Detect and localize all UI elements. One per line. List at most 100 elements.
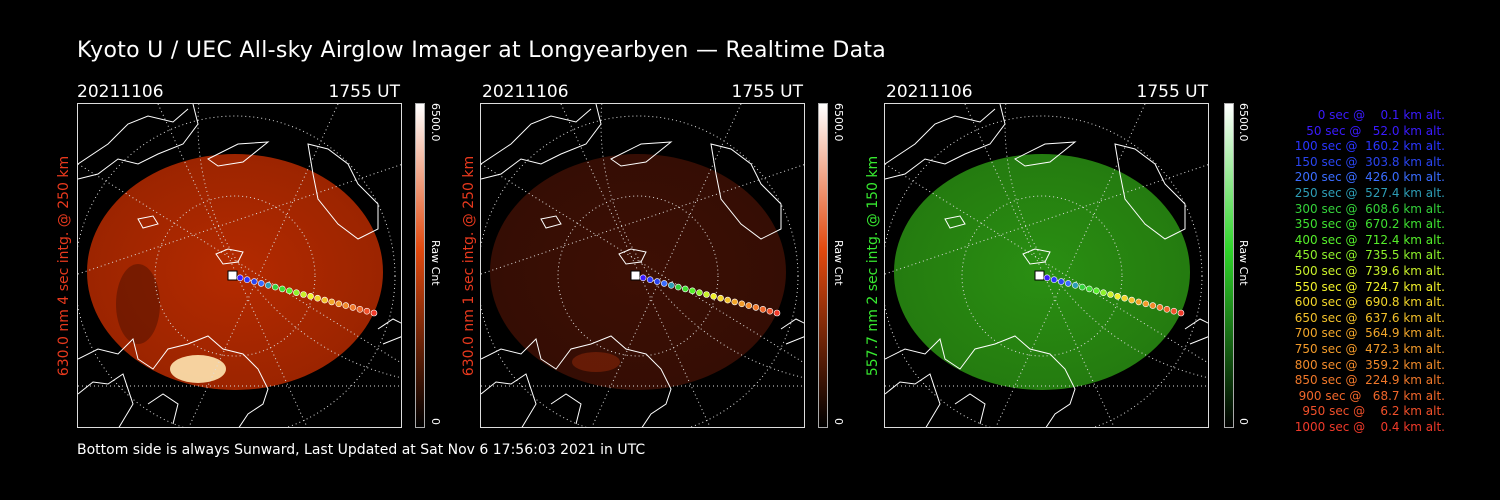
- panel-2-colorbar-min: 0: [832, 418, 845, 425]
- panel-2-time: 1755 UT: [731, 82, 804, 102]
- trajectory-point: [745, 302, 753, 309]
- panel-3-wavelength-label: 557.7 nm 2 sec intg. @ 150 km: [865, 155, 881, 377]
- legend-row: 550 sec @ 724.7 km alt.: [1294, 279, 1445, 294]
- panel-2-colorbar: [818, 103, 828, 428]
- legend-row: 0 sec @ 0.1 km alt.: [1317, 108, 1445, 122]
- trajectory-point: [1079, 283, 1086, 291]
- panel-3-date: 20211106: [886, 82, 973, 102]
- trajectory-point: [314, 294, 321, 302]
- trajectory-point: [300, 291, 307, 298]
- panel-2-colorbar-max: 6500.0: [832, 103, 845, 142]
- trajectory-legend: 0 sec @ 0.1 km alt. 50 sec @ 52.0 km alt.…: [1255, 108, 1445, 435]
- trajectory-point: [1086, 285, 1093, 293]
- station-marker: [630, 270, 641, 281]
- trajectory-point: [279, 285, 286, 293]
- legend-row: 450 sec @ 735.5 km alt.: [1294, 248, 1445, 263]
- trajectory-point: [349, 304, 357, 311]
- trajectory-point: [1156, 304, 1164, 311]
- aurora-bright-spot: [170, 355, 226, 383]
- page-title: Kyoto U / UEC All-sky Airglow Imager at …: [77, 38, 887, 63]
- trajectory-point: [243, 276, 251, 283]
- legend-row: 150 sec @ 303.8 km alt.: [1294, 154, 1445, 169]
- station-marker: [1034, 270, 1045, 281]
- trajectory-point: [363, 307, 371, 315]
- trajectory-point: [1128, 296, 1135, 304]
- trajectory-point: [1043, 274, 1051, 282]
- trajectory-point: [307, 293, 314, 300]
- trajectory-point: [1177, 309, 1185, 317]
- panel-1-colorbar-max: 6500.0: [429, 103, 442, 142]
- trajectory-point: [1170, 307, 1178, 315]
- legend-row: 850 sec @ 224.9 km alt.: [1294, 373, 1445, 388]
- trajectory-point: [717, 294, 724, 302]
- trajectory-point: [265, 282, 272, 289]
- panel-1-time: 1755 UT: [328, 82, 401, 102]
- trajectory-point: [1121, 294, 1128, 302]
- trajectory-point: [356, 306, 364, 313]
- trajectory-point: [1050, 276, 1058, 283]
- legend-row: 400 sec @ 712.4 km alt.: [1294, 232, 1445, 247]
- trajectory-point: [703, 291, 710, 298]
- trajectory-point: [335, 300, 343, 308]
- trajectory-point: [738, 300, 746, 308]
- trajectory-point: [773, 309, 781, 317]
- trajectory-point: [724, 296, 731, 304]
- trajectory-point: [1142, 300, 1150, 308]
- legend-row: 100 sec @ 160.2 km alt.: [1294, 139, 1445, 154]
- trajectory-point: [321, 296, 328, 304]
- legend-row: 900 sec @ 68.7 km alt.: [1298, 388, 1445, 403]
- trajectory-point: [250, 278, 258, 285]
- trajectory-point: [1057, 278, 1065, 285]
- trajectory-point: [660, 280, 668, 287]
- legend-row: 1000 sec @ 0.4 km alt.: [1294, 419, 1445, 434]
- legend-row: 300 sec @ 608.6 km alt.: [1294, 201, 1445, 216]
- legend-row: 500 sec @ 739.6 km alt.: [1294, 263, 1445, 278]
- panel-2-image: [480, 103, 805, 428]
- trajectory-point: [342, 302, 350, 309]
- panel-1-image: [77, 103, 402, 428]
- panel-1-all-sky-map: [78, 104, 401, 427]
- trajectory-point: [752, 304, 760, 311]
- legend-row: 750 sec @ 472.3 km alt.: [1294, 341, 1445, 356]
- panel-1-date: 20211106: [77, 82, 164, 102]
- trajectory-point: [1072, 282, 1079, 289]
- legend-row: 250 sec @ 527.4 km alt.: [1294, 185, 1445, 200]
- trajectory-point: [759, 306, 767, 313]
- trajectory-point: [1064, 280, 1072, 287]
- legend-row: 950 sec @ 6.2 km alt.: [1302, 404, 1445, 419]
- panel-1-wavelength-label: 630.0 nm 4 sec intg. @ 250 km: [56, 155, 72, 377]
- trajectory-point: [1107, 291, 1114, 298]
- trajectory-point: [689, 287, 696, 295]
- panel-2-colorbar-unit: Raw Cnt: [832, 240, 845, 286]
- trajectory-point: [1135, 298, 1142, 306]
- panel-2-all-sky-map: [481, 104, 804, 427]
- trajectory-point: [1163, 306, 1171, 313]
- trajectory-point: [1100, 289, 1107, 296]
- panel-3-colorbar-min: 0: [1237, 418, 1250, 425]
- trajectory-point: [696, 289, 703, 296]
- panel-2-wavelength-label: 630.0 nm 1 sec intg. @ 250 km: [461, 155, 477, 377]
- trajectory-point: [682, 285, 689, 293]
- trajectory-point: [1114, 293, 1121, 300]
- trajectory-point: [286, 287, 293, 295]
- panel-2-date: 20211106: [482, 82, 569, 102]
- trajectory-point: [639, 274, 647, 282]
- panel-3-colorbar: [1224, 103, 1234, 428]
- panel-1-colorbar: [415, 103, 425, 428]
- trajectory-point: [675, 283, 682, 291]
- panel-1-colorbar-unit: Raw Cnt: [429, 240, 442, 286]
- panel-3-all-sky-map: [885, 104, 1208, 427]
- panel-3-colorbar-max: 6500.0: [1237, 103, 1250, 142]
- trajectory-point: [1093, 287, 1100, 295]
- trajectory-point: [257, 280, 265, 287]
- trajectory-point: [653, 278, 661, 285]
- station-marker: [227, 270, 238, 281]
- legend-row: 650 sec @ 637.6 km alt.: [1294, 310, 1445, 325]
- panel-3-time: 1755 UT: [1136, 82, 1209, 102]
- trajectory-point: [1149, 302, 1157, 309]
- legend-row: 600 sec @ 690.8 km alt.: [1294, 295, 1445, 310]
- trajectory-point: [731, 298, 738, 306]
- footer-note: Bottom side is always Sunward, Last Upda…: [77, 442, 646, 458]
- legend-row: 200 sec @ 426.0 km alt.: [1294, 170, 1445, 185]
- legend-row: 50 sec @ 52.0 km alt.: [1306, 123, 1445, 138]
